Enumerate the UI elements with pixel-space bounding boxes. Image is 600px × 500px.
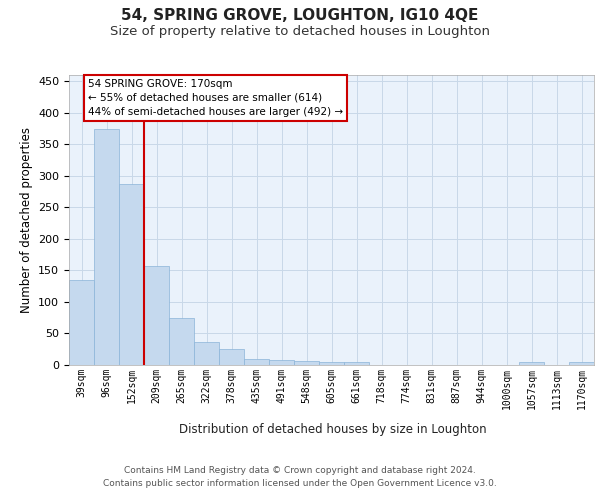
Bar xyxy=(194,342,219,365)
Text: Contains HM Land Registry data © Crown copyright and database right 2024.
Contai: Contains HM Land Registry data © Crown c… xyxy=(103,466,497,487)
Bar xyxy=(94,128,119,365)
Bar xyxy=(244,358,269,365)
Text: Distribution of detached houses by size in Loughton: Distribution of detached houses by size … xyxy=(179,422,487,436)
Text: 54 SPRING GROVE: 170sqm
← 55% of detached houses are smaller (614)
44% of semi-d: 54 SPRING GROVE: 170sqm ← 55% of detache… xyxy=(88,79,343,117)
Bar xyxy=(269,360,294,365)
Text: Size of property relative to detached houses in Loughton: Size of property relative to detached ho… xyxy=(110,25,490,38)
Bar xyxy=(519,362,544,365)
Bar xyxy=(344,362,369,365)
Bar xyxy=(569,362,594,365)
Bar xyxy=(119,184,144,365)
Bar xyxy=(169,318,194,365)
Bar xyxy=(69,280,94,365)
Bar xyxy=(319,362,344,365)
Text: 54, SPRING GROVE, LOUGHTON, IG10 4QE: 54, SPRING GROVE, LOUGHTON, IG10 4QE xyxy=(121,8,479,22)
Bar xyxy=(219,349,244,365)
Y-axis label: Number of detached properties: Number of detached properties xyxy=(20,127,32,313)
Bar xyxy=(144,266,169,365)
Bar xyxy=(294,360,319,365)
